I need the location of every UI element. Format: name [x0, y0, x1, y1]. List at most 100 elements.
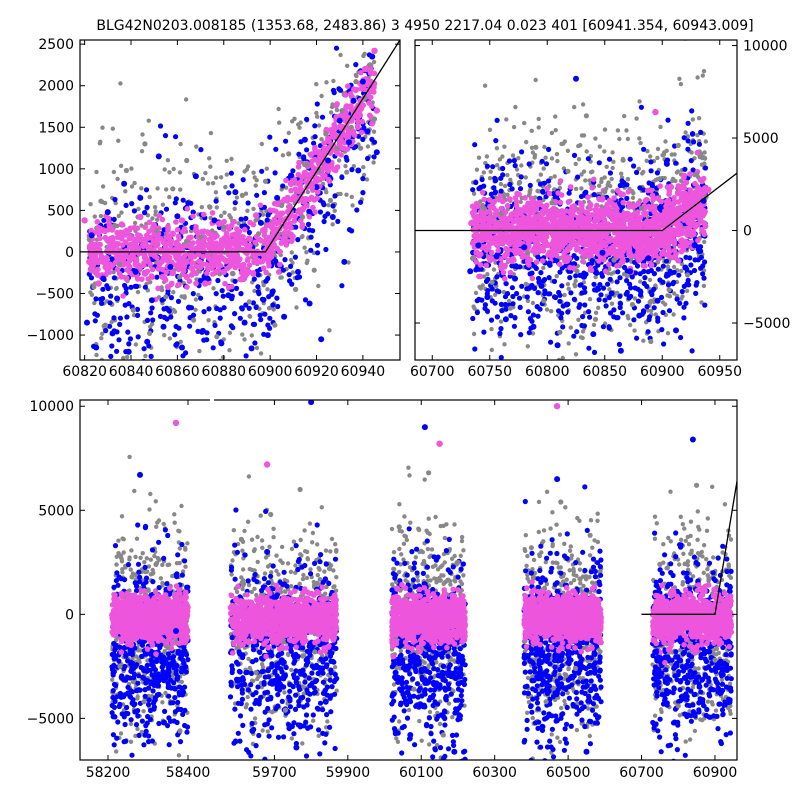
cloud-point-pink	[580, 258, 586, 265]
cloud-point-pink	[119, 242, 126, 248]
cloud-point-gray	[608, 183, 613, 189]
cloud-point-blue	[666, 308, 673, 314]
cloud-point-blue	[262, 311, 268, 317]
cloud-point-gray	[332, 208, 337, 213]
cloud-point-gray	[703, 139, 708, 144]
cloud-point-gray	[211, 286, 216, 291]
cloud-point-blue	[691, 139, 697, 145]
cloud-point-blue	[253, 304, 259, 310]
cloud-point-blue	[654, 170, 661, 176]
cloud-point-blue	[620, 310, 626, 316]
cloud-point-pink	[263, 253, 269, 259]
cloud-point-blue	[535, 254, 541, 260]
cloud-point-blue	[571, 152, 578, 158]
cloud-point-blue	[482, 305, 488, 311]
cloud-point-pink	[577, 200, 584, 207]
cloud-point-gray	[671, 264, 677, 270]
cloud-point-blue	[104, 283, 110, 289]
cloud-point-gray	[259, 141, 264, 147]
cloud-point-gray	[581, 133, 587, 138]
cloud-point-blue	[472, 142, 478, 148]
cloud-point-pink	[138, 263, 144, 270]
cloud-point-gray	[327, 328, 332, 333]
cloud-point-blue	[606, 325, 612, 331]
cloud-point-pink	[139, 237, 145, 244]
cloud-point-blue	[274, 295, 280, 301]
cloud-point-gray	[502, 342, 507, 347]
cloud-point-pink	[694, 149, 701, 156]
data-point	[86, 236, 92, 243]
data-point	[239, 275, 246, 282]
cloud-point-blue	[681, 304, 687, 310]
cloud-point-gray	[489, 326, 494, 332]
cloud-point-blue	[605, 281, 611, 287]
cloud-point-gray	[552, 174, 557, 179]
cloud-point-pink	[247, 219, 253, 226]
cloud-point-gray	[699, 300, 704, 305]
cloud-point-blue	[516, 295, 523, 301]
cloud-point-pink	[359, 118, 366, 125]
cloud-point-pink	[242, 226, 248, 233]
cloud-point-blue	[267, 315, 273, 321]
cloud-point-gray	[218, 175, 224, 180]
cloud-point-blue	[498, 326, 504, 332]
cloud-point-pink	[181, 264, 187, 270]
cloud-point-blue	[488, 191, 494, 197]
cloud-point-pink	[618, 259, 625, 266]
data-point	[301, 136, 308, 143]
cloud-point-gray	[498, 181, 504, 187]
cloud-point-gray	[685, 134, 691, 139]
cloud-point-blue	[263, 278, 269, 284]
cloud-point-blue	[190, 209, 196, 215]
cloud-point-blue	[665, 282, 672, 288]
cloud-point-gray	[566, 286, 571, 291]
data-point	[295, 268, 301, 275]
cloud-point-blue	[230, 325, 236, 331]
y-tick-label: 500	[47, 203, 74, 219]
cloud-point-gray	[576, 143, 581, 149]
y-tick-label: 2500	[38, 37, 74, 53]
cloud-point-pink	[105, 215, 112, 222]
data-point	[88, 232, 95, 239]
data-point	[121, 180, 128, 187]
cloud-point-blue	[251, 321, 258, 327]
cloud-point-gray	[525, 344, 530, 349]
data-point	[308, 183, 316, 191]
cloud-point-blue	[103, 328, 109, 334]
cloud-point-gray	[362, 51, 367, 56]
cloud-point-gray	[665, 331, 671, 336]
cloud-point-gray	[625, 176, 631, 182]
cloud-point-pink	[222, 280, 228, 287]
cloud-point-pink	[522, 204, 528, 210]
data-point	[257, 219, 264, 226]
data-point	[215, 220, 223, 227]
cloud-point-gray	[240, 332, 245, 337]
cloud-point-blue	[607, 170, 614, 176]
cloud-point-pink	[284, 194, 291, 201]
data-point	[148, 297, 155, 304]
data-point	[127, 233, 135, 241]
data-point	[341, 258, 348, 265]
data-point	[151, 223, 158, 231]
cloud-point-pink	[156, 212, 163, 219]
cloud-point-gray	[98, 213, 104, 219]
cloud-point-blue	[481, 183, 487, 189]
cloud-point-gray	[232, 206, 237, 211]
cloud-point-blue	[292, 254, 298, 260]
data-point	[293, 286, 299, 292]
cloud-point-blue	[157, 123, 164, 129]
cloud-point-blue	[135, 334, 141, 340]
cloud-point-gray	[476, 155, 482, 160]
cloud-point-blue	[149, 305, 155, 311]
cloud-point-blue	[576, 304, 582, 310]
data-point	[232, 189, 239, 196]
cloud-point-blue	[286, 272, 292, 278]
cloud-point-pink	[529, 275, 536, 282]
cloud-point-blue	[632, 270, 639, 276]
cloud-point-gray	[482, 83, 488, 88]
cloud-point-blue	[354, 207, 360, 213]
cloud-point-blue	[527, 182, 533, 188]
cloud-point-blue	[257, 312, 263, 318]
cloud-point-blue	[261, 204, 267, 210]
